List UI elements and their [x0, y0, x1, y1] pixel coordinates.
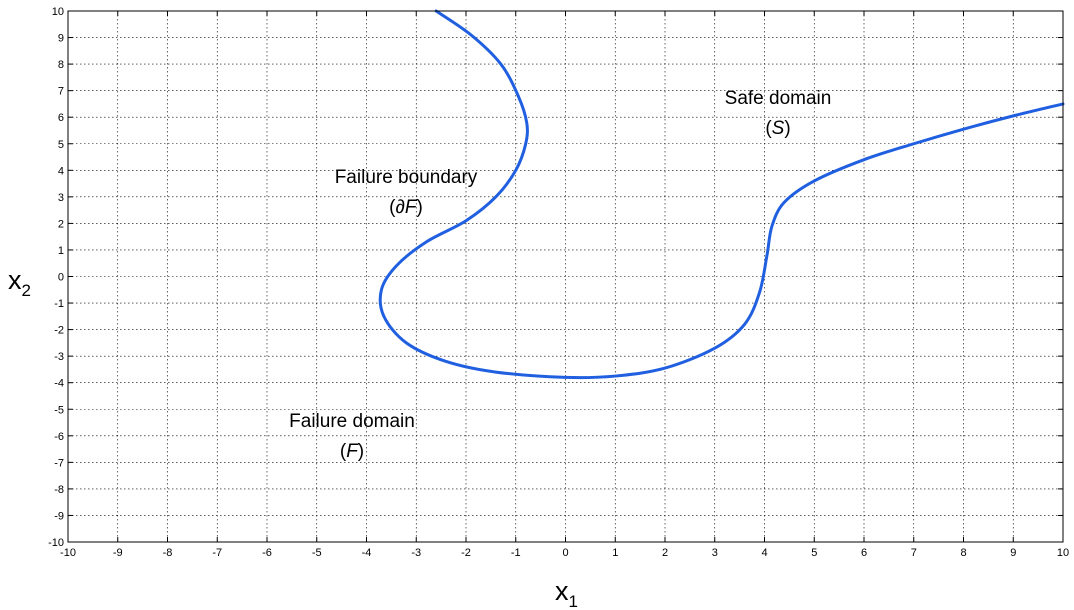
- x-tick-label: -6: [262, 547, 272, 559]
- grid: [68, 11, 1063, 542]
- x-tick-label: 6: [861, 547, 867, 559]
- y-tick-label: 9: [58, 33, 64, 45]
- y-tick-label: -4: [54, 378, 64, 390]
- x-tick-label: -5: [312, 547, 322, 559]
- y-tick-label: 8: [58, 59, 64, 71]
- x-tick-label: -3: [411, 547, 421, 559]
- x-axis-label: x1: [555, 576, 578, 610]
- x-tick-label: 3: [712, 547, 718, 559]
- failure-domain-label: Failure domain: [289, 411, 415, 432]
- failure-boundary-curve: [378, 9, 1065, 380]
- plot-frame: [67, 10, 1064, 543]
- x-tick-label: 7: [911, 547, 917, 559]
- x-tick-label: 4: [761, 547, 767, 559]
- x-tick-label: 9: [1010, 547, 1016, 559]
- x-tick-label: -10: [60, 547, 76, 559]
- failure-domain-symbol: (F): [340, 441, 364, 462]
- x-tick-label: 8: [960, 547, 966, 559]
- y-tick-label: 4: [58, 165, 64, 177]
- y-axis-label: x2: [8, 265, 31, 300]
- y-tick-label: 5: [58, 139, 64, 151]
- x-tick-label: 5: [811, 547, 817, 559]
- x-tick-label: -9: [113, 547, 123, 559]
- x-tick-label: -8: [163, 547, 173, 559]
- y-tick-label: 1: [58, 245, 64, 257]
- x-tick-label: 10: [1057, 547, 1069, 559]
- y-tick-label: -3: [54, 351, 64, 363]
- x-tick-label: -4: [362, 547, 372, 559]
- failure-boundary-label: Failure boundary: [335, 167, 478, 188]
- safe-domain-symbol: (S): [765, 118, 790, 139]
- x-tick-label: -7: [212, 547, 222, 559]
- y-tick-label: -6: [54, 431, 64, 443]
- x-tick-label: -1: [511, 547, 521, 559]
- y-tick-label: -1: [54, 298, 64, 310]
- failure-boundary-symbol: (∂F): [389, 197, 423, 218]
- y-tick-label: 10: [52, 6, 64, 18]
- y-tick-label: 0: [58, 272, 64, 284]
- y-tick-label: 7: [58, 86, 64, 98]
- y-tick-label: -9: [54, 510, 64, 522]
- y-tick-label: -2: [54, 325, 64, 337]
- x-tick-label: -2: [461, 547, 471, 559]
- y-tick-label: 6: [58, 112, 64, 124]
- y-tick-label: 3: [58, 192, 64, 204]
- x-ticks: -10 -9 -8 -7 -6 -5 -4 -3 -2 -1 0 1 2 3 4 5 6 7 8 9 10: [60, 11, 1069, 559]
- annotation-safe-domain: Safe domain (S): [725, 88, 832, 139]
- x-tick-label: 1: [612, 547, 618, 559]
- annotation-failure-domain: Failure domain (F): [289, 411, 415, 462]
- safe-domain-label: Safe domain: [725, 88, 832, 109]
- x-tick-label: 2: [662, 547, 668, 559]
- y-tick-label: 2: [58, 218, 64, 230]
- y-tick-label: -7: [54, 457, 64, 469]
- y-tick-label: -10: [48, 537, 64, 549]
- annotation-failure-boundary: Failure boundary (∂F): [335, 167, 478, 218]
- y-tick-label: -5: [54, 404, 64, 416]
- y-tick-label: -8: [54, 484, 64, 496]
- x-tick-label: 0: [562, 547, 568, 559]
